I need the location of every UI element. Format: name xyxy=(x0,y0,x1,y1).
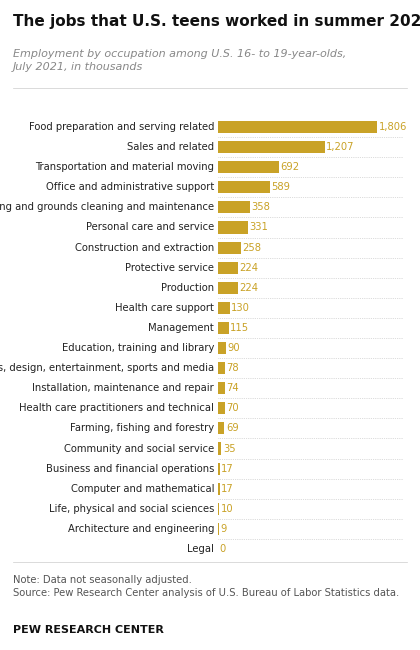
Text: 1,806: 1,806 xyxy=(379,122,407,132)
Bar xyxy=(218,302,230,314)
Text: 1,207: 1,207 xyxy=(326,142,354,152)
Text: 258: 258 xyxy=(242,242,261,253)
Text: Education, training and library: Education, training and library xyxy=(62,343,214,353)
Bar xyxy=(218,402,225,414)
Bar xyxy=(218,181,270,193)
Text: 0: 0 xyxy=(220,544,226,554)
Text: Personal care and service: Personal care and service xyxy=(86,222,214,233)
Bar xyxy=(218,141,325,153)
Text: Production: Production xyxy=(161,283,214,292)
Text: 70: 70 xyxy=(226,403,239,413)
Text: 17: 17 xyxy=(221,484,234,494)
Bar xyxy=(218,382,225,395)
Text: 692: 692 xyxy=(281,162,300,172)
Text: Computer and mathematical: Computer and mathematical xyxy=(71,484,214,494)
Bar xyxy=(218,222,247,233)
Text: Building and grounds cleaning and maintenance: Building and grounds cleaning and mainte… xyxy=(0,202,214,213)
Text: 17: 17 xyxy=(221,463,234,474)
Text: 115: 115 xyxy=(230,323,249,333)
Text: 224: 224 xyxy=(239,283,258,292)
Text: 9: 9 xyxy=(220,524,227,534)
Text: 35: 35 xyxy=(223,443,236,454)
Text: 331: 331 xyxy=(249,222,268,233)
Bar xyxy=(218,161,279,174)
Bar xyxy=(218,281,238,294)
Bar xyxy=(218,262,238,274)
Text: Life, physical and social sciences: Life, physical and social sciences xyxy=(49,504,214,514)
Text: PEW RESEARCH CENTER: PEW RESEARCH CENTER xyxy=(13,625,163,635)
Text: The jobs that U.S. teens worked in summer 2021: The jobs that U.S. teens worked in summe… xyxy=(13,14,420,29)
Text: Farming, fishing and forestry: Farming, fishing and forestry xyxy=(70,423,214,434)
Bar xyxy=(218,443,221,454)
Bar xyxy=(218,322,228,334)
Text: 224: 224 xyxy=(239,263,258,273)
Text: Note: Data not seasonally adjusted.
Source: Pew Research Center analysis of U.S.: Note: Data not seasonally adjusted. Sour… xyxy=(13,575,399,599)
Text: 358: 358 xyxy=(251,202,270,213)
Text: 10: 10 xyxy=(220,504,233,514)
Bar xyxy=(218,502,219,515)
Text: Food preparation and serving related: Food preparation and serving related xyxy=(29,122,214,132)
Text: Employment by occupation among U.S. 16- to 19-year-olds,
July 2021, in thousands: Employment by occupation among U.S. 16- … xyxy=(13,49,346,72)
Bar xyxy=(218,342,226,354)
Text: 78: 78 xyxy=(226,363,239,373)
Bar xyxy=(218,483,220,495)
Bar xyxy=(218,202,250,213)
Text: Arts, design, entertainment, sports and media: Arts, design, entertainment, sports and … xyxy=(0,363,214,373)
Bar xyxy=(218,523,219,535)
Bar xyxy=(218,422,224,434)
Text: Health care practitioners and technical: Health care practitioners and technical xyxy=(19,403,214,413)
Bar xyxy=(218,121,377,133)
Bar xyxy=(218,242,241,254)
Text: Health care support: Health care support xyxy=(116,303,214,313)
Text: Business and financial operations: Business and financial operations xyxy=(46,463,214,474)
Text: Legal: Legal xyxy=(187,544,214,554)
Text: Construction and extraction: Construction and extraction xyxy=(75,242,214,253)
Bar xyxy=(218,362,225,374)
Bar xyxy=(218,463,220,474)
Text: 130: 130 xyxy=(231,303,250,313)
Text: 589: 589 xyxy=(272,182,291,192)
Text: Architecture and engineering: Architecture and engineering xyxy=(68,524,214,534)
Text: Protective service: Protective service xyxy=(125,263,214,273)
Text: Transportation and material moving: Transportation and material moving xyxy=(35,162,214,172)
Text: Sales and related: Sales and related xyxy=(127,142,214,152)
Text: 69: 69 xyxy=(226,423,239,434)
Text: 74: 74 xyxy=(226,384,239,393)
Text: Installation, maintenance and repair: Installation, maintenance and repair xyxy=(32,384,214,393)
Text: 90: 90 xyxy=(228,343,240,353)
Text: Office and administrative support: Office and administrative support xyxy=(46,182,214,192)
Text: Community and social service: Community and social service xyxy=(64,443,214,454)
Text: Management: Management xyxy=(148,323,214,333)
